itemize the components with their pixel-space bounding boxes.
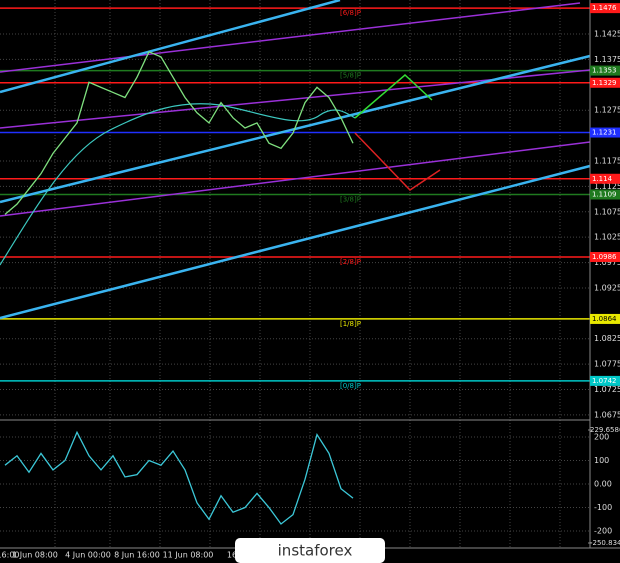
y-tick-label: 1.0825 — [594, 334, 620, 343]
purple-channel — [0, 141, 591, 217]
purple-channel — [0, 2, 581, 73]
y-tick-label: 1.1075 — [594, 207, 620, 216]
watermark-box — [235, 538, 385, 563]
x-tick-label: 16 — [227, 551, 237, 560]
y-tick-label: 1.0725 — [594, 385, 620, 394]
y-tick-label: 200 — [594, 432, 609, 441]
x-tick-label: 4 Jun 00:00 — [65, 551, 111, 560]
level-box — [590, 313, 620, 324]
level-box — [590, 251, 620, 262]
moving-average — [0, 103, 356, 266]
y-tick-label: 1.1375 — [594, 55, 620, 64]
x-tick-label: 16:00 — [0, 551, 20, 560]
level-tag: [0/8]P — [340, 382, 361, 390]
indicator-line — [4, 430, 354, 525]
y-tick-label: 100 — [594, 456, 609, 465]
x-tick-label: 1 Jun 08:00 — [12, 551, 58, 560]
y-tick-label: 1.1025 — [594, 233, 620, 242]
level-box — [590, 3, 620, 14]
x-tick-label: 8 Jun 16:00 — [114, 551, 160, 560]
y-tick-label: 1.0925 — [594, 283, 620, 292]
level-tag: [2/8]P — [340, 258, 361, 266]
level-tag: [6/8]P — [340, 9, 361, 17]
y-tick-label: 0.00 — [594, 480, 612, 489]
level-label: 1.1329 — [592, 79, 617, 87]
level-label: 1.1109 — [592, 191, 617, 199]
y-tick-label: -100 — [594, 503, 612, 512]
forecast-down — [354, 132, 441, 191]
forecast-up — [354, 73, 433, 119]
level-label: 1.1353 — [592, 67, 617, 75]
level-label: 1.1231 — [592, 129, 617, 137]
cyan-channel — [0, 164, 591, 320]
level-tag: [3/8]P — [340, 196, 361, 204]
level-box — [590, 375, 620, 386]
y-tick-label: 1.0675 — [594, 410, 620, 419]
level-box — [590, 189, 620, 200]
watermark: instaforex — [278, 542, 353, 560]
level-label: 1.0864 — [592, 315, 617, 323]
y-tick-label: 1.1425 — [594, 30, 620, 39]
y-tick-label: 1.0775 — [594, 360, 620, 369]
y-tick-label: -200 — [594, 527, 612, 536]
level-label: 1.0742 — [592, 377, 617, 385]
level-box — [590, 127, 620, 138]
x-tick-label: 11 Jun 08:00 — [163, 551, 214, 560]
range-label: 229.6586 — [590, 426, 620, 434]
level-label: 1.0986 — [592, 253, 617, 261]
y-tick-label: 1.0975 — [594, 258, 620, 267]
level-tag: [1/8]P — [340, 320, 361, 328]
level-label: 1.114 — [592, 175, 613, 183]
cyan-channel — [0, 0, 341, 94]
level-box — [590, 77, 620, 88]
y-tick-label: 1.1275 — [594, 106, 620, 115]
trend-lines — [0, 0, 591, 320]
y-tick-label: 1.1125 — [594, 182, 620, 191]
level-box — [590, 65, 620, 76]
y-tick-label: 1.1175 — [594, 156, 620, 165]
price-line — [4, 50, 354, 215]
level-label: 1.1476 — [592, 4, 617, 12]
level-tag: [5/8]P — [340, 72, 361, 80]
range-label: -250.834 — [590, 539, 620, 547]
level-box — [590, 173, 620, 184]
